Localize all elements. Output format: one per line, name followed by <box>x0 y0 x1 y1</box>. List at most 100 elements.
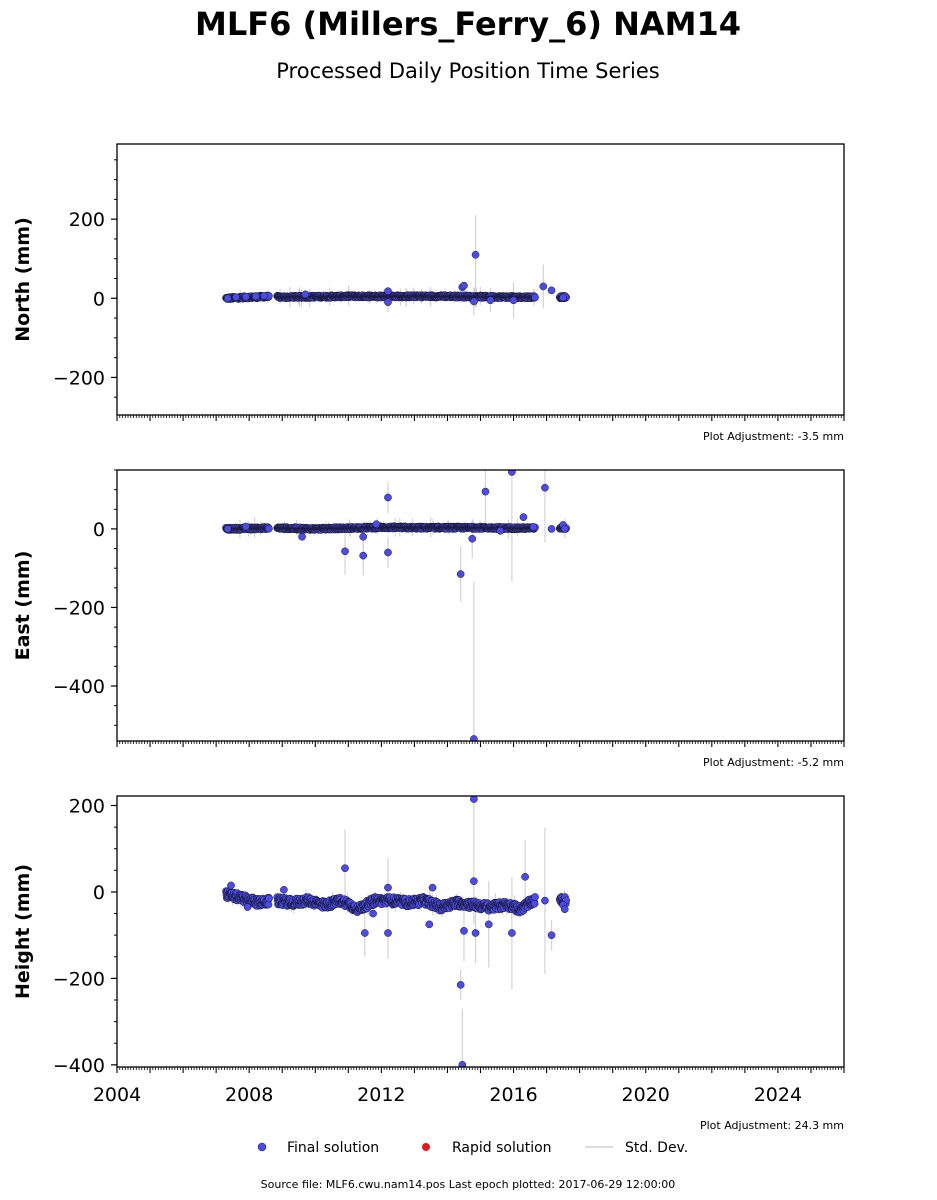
data-point <box>519 513 528 521</box>
x-tick-label: 2016 <box>489 1084 537 1106</box>
y-axis-label: East (mm) <box>12 551 34 661</box>
y-tick-label: −200 <box>53 367 105 389</box>
data-point <box>361 929 369 937</box>
data-point <box>470 796 478 803</box>
data-point <box>486 296 495 305</box>
data-point <box>484 920 493 929</box>
axes-frame <box>116 469 845 742</box>
data-point <box>425 920 434 929</box>
y-tick-label: 200 <box>69 796 105 818</box>
data-point <box>372 520 381 529</box>
data-point <box>384 298 392 307</box>
plot-area <box>222 215 570 319</box>
data-point <box>242 292 250 301</box>
legend-final-marker <box>257 1142 267 1152</box>
axes-frame <box>116 143 845 416</box>
data-point <box>223 294 232 303</box>
data-point <box>428 883 437 892</box>
y-tick-label: 0 <box>93 882 105 904</box>
data-point <box>341 547 349 556</box>
data-point <box>265 524 273 533</box>
y-tick-label: 200 <box>69 209 105 231</box>
page-subtitle: Processed Daily Position Time Series <box>276 59 660 83</box>
x-tick-label: 2024 <box>754 1084 802 1106</box>
data-point <box>529 523 538 531</box>
x-tick-label: 2004 <box>93 1084 141 1106</box>
data-point <box>242 522 250 531</box>
data-point <box>541 483 549 492</box>
data-point <box>509 296 518 305</box>
y-axis-label: Height (mm) <box>12 864 34 999</box>
data-point <box>470 735 478 741</box>
legend-rapid-marker <box>422 1143 430 1151</box>
legend: Final solution Rapid solution Std. Dev. <box>257 1140 688 1156</box>
data-point <box>560 905 569 914</box>
axes-frame <box>116 795 845 1068</box>
data-point <box>456 570 465 578</box>
y-tick-label: −200 <box>53 968 105 990</box>
legend-std-label: Std. Dev. <box>625 1140 688 1156</box>
data-point <box>384 287 392 295</box>
data-point <box>531 293 539 302</box>
data-point <box>359 551 368 560</box>
data-point <box>460 927 468 935</box>
legend-final-label: Final solution <box>287 1140 379 1156</box>
x-tick-label: 2008 <box>225 1084 273 1106</box>
footer-source: Source file: MLF6.cwu.nam14.pos Last epo… <box>261 1178 676 1191</box>
data-point <box>541 896 549 905</box>
data-point <box>460 281 468 290</box>
plot-area <box>222 470 570 741</box>
data-point <box>384 929 392 937</box>
data-point <box>471 929 480 937</box>
data-point <box>223 525 232 533</box>
data-point <box>265 894 273 903</box>
data-point <box>298 532 306 541</box>
data-point <box>458 1061 467 1067</box>
panel-height: −400 −200 0 200 2004 2008 2012 2016 2020 2024 Heig… <box>12 795 845 1132</box>
data-point <box>521 872 529 881</box>
data-point <box>260 292 268 300</box>
y-tick-label: 0 <box>93 288 105 310</box>
y-tick-label: −200 <box>53 597 105 619</box>
data-point <box>539 282 548 291</box>
data-point <box>280 885 288 894</box>
data-point <box>547 931 556 939</box>
data-point <box>471 250 480 259</box>
x-tick-label: 2012 <box>357 1084 405 1106</box>
data-point <box>301 290 310 299</box>
panel-east: −400 −200 0 East (mm) Plot Adjustment: -5.2 … <box>12 469 845 769</box>
data-point <box>470 297 478 306</box>
y-tick-label: −400 <box>53 676 105 698</box>
data-point <box>547 286 556 295</box>
plot-adjustment: Plot Adjustment: 24.3 mm <box>700 1119 844 1132</box>
plot-adjustment: Plot Adjustment: -5.2 mm <box>703 756 844 769</box>
panels: −200 0 200 North (mm) Plot Adjustment: -3.5 … <box>12 143 845 1132</box>
data-point <box>251 292 260 301</box>
data-point <box>359 532 368 541</box>
data-point <box>481 487 490 496</box>
data-point <box>470 877 478 885</box>
data-point <box>468 534 477 543</box>
x-tick-label: 2020 <box>622 1084 670 1106</box>
data-point <box>243 903 252 911</box>
data-point <box>384 493 392 502</box>
data-point <box>508 470 516 476</box>
data-point <box>384 883 392 892</box>
data-point <box>456 981 465 989</box>
y-tick-label: −400 <box>53 1055 105 1077</box>
data-point <box>559 293 567 302</box>
data-point <box>531 893 539 901</box>
data-point <box>232 293 240 301</box>
legend-rapid-label: Rapid solution <box>452 1140 552 1156</box>
plot-adjustment: Plot Adjustment: -3.5 mm <box>703 430 844 443</box>
data-point <box>547 525 556 533</box>
plot-area <box>222 796 570 1067</box>
page-title: MLF6 (Millers_Ferry_6) NAM14 <box>195 5 741 43</box>
data-point <box>227 881 235 890</box>
data-point <box>384 548 392 557</box>
y-axis-label: North (mm) <box>12 217 34 342</box>
data-point <box>560 525 569 533</box>
data-point <box>369 909 377 918</box>
data-point <box>341 864 349 873</box>
